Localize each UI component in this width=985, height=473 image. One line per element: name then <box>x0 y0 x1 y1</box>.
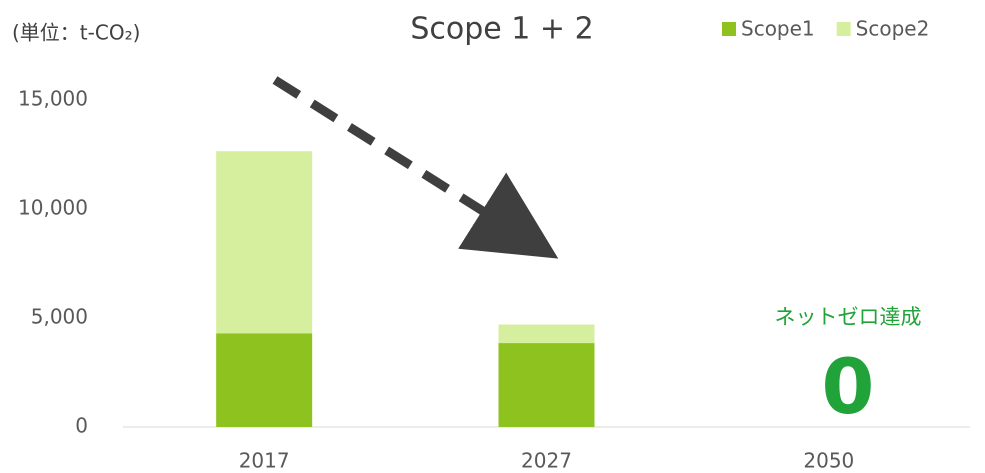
y-tick-label: 15,000 <box>18 87 88 111</box>
chart-title: Scope 1 + 2 <box>410 12 593 47</box>
unit-label: (単位：t-CO₂) <box>12 21 140 45</box>
trend-arrow <box>272 76 559 259</box>
y-tick-label: 5,000 <box>31 305 88 329</box>
x-tick-label: 2027 <box>521 449 572 473</box>
y-tick-label: 10,000 <box>18 196 88 220</box>
bar-segment <box>498 324 595 344</box>
net-zero-value: 0 <box>822 342 875 431</box>
bar-segment <box>216 333 313 427</box>
x-tick-label: 2017 <box>239 449 290 473</box>
bar-segment <box>216 151 313 334</box>
legend-label: Scope2 <box>856 17 930 41</box>
legend-swatch <box>722 22 736 36</box>
legend-label: Scope1 <box>741 17 815 41</box>
y-tick-label: 0 <box>75 414 88 438</box>
net-zero-label: ネットゼロ達成 <box>775 305 922 329</box>
legend-swatch <box>836 22 851 36</box>
x-tick-label: 2050 <box>803 449 854 473</box>
bar-segment <box>498 343 595 427</box>
